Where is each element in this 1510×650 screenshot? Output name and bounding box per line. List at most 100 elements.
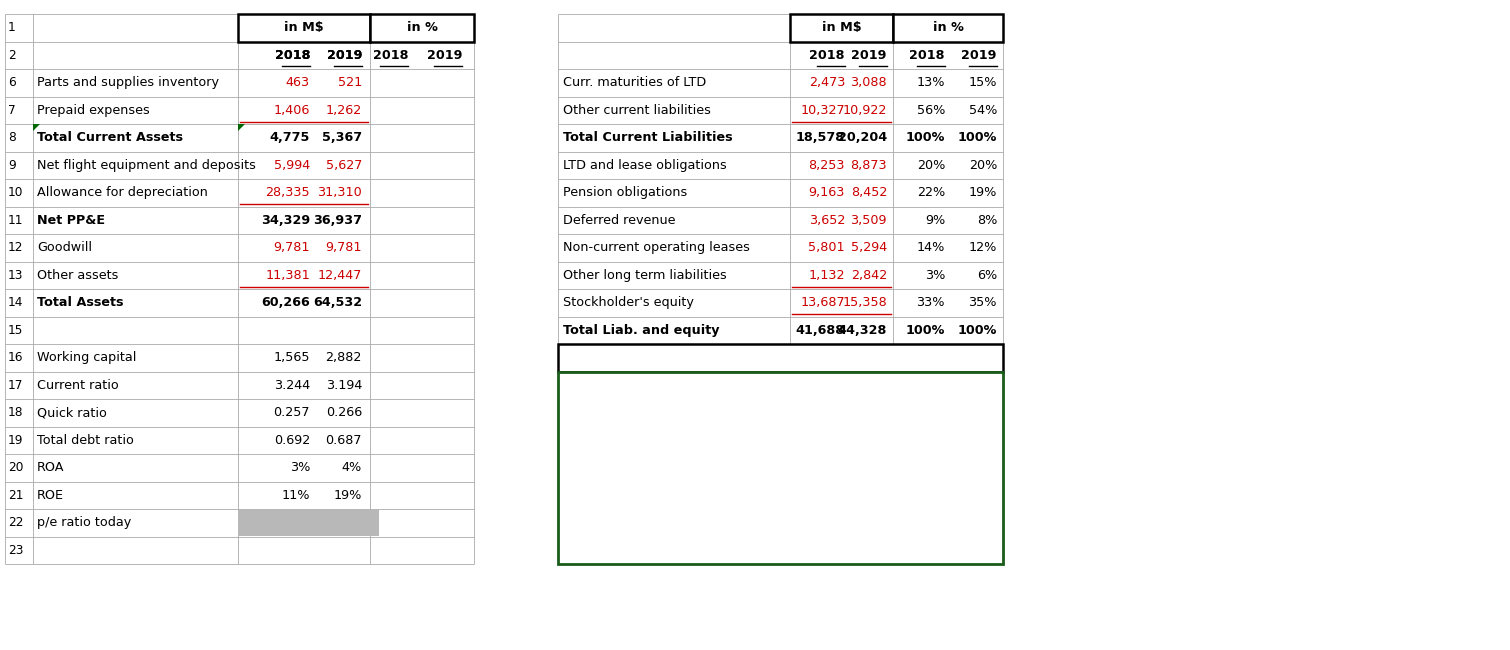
Text: 9,781: 9,781 [326, 241, 362, 254]
Text: in M$: in M$ [284, 21, 323, 34]
Text: ROA: ROA [38, 462, 65, 474]
Text: 3,088: 3,088 [850, 76, 886, 89]
Text: 22%: 22% [917, 187, 945, 200]
Text: Are there any outliers in the balance sheets that you think merit: Are there any outliers in the balance sh… [562, 452, 1000, 465]
Text: 5,294: 5,294 [850, 241, 886, 254]
Bar [559, 372, 1003, 564]
Text: 21: 21 [8, 489, 24, 502]
Text: 1,132: 1,132 [808, 268, 846, 281]
Text: 41,688: 41,688 [796, 324, 846, 337]
Text: Total Liab. and equity: Total Liab. and equity [563, 324, 719, 337]
Text: 36,937: 36,937 [313, 214, 362, 227]
Text: 0.692: 0.692 [273, 434, 310, 447]
Text: 14: 14 [8, 296, 24, 309]
Text: 20%: 20% [917, 159, 945, 172]
Bar [790, 14, 892, 42]
Bar [370, 14, 474, 42]
Text: 18,578: 18,578 [796, 131, 846, 144]
Bar [239, 14, 370, 42]
Text: Answer part c in the box below: Answer part c in the box below [669, 351, 892, 364]
Text: Total Current Assets: Total Current Assets [38, 131, 183, 144]
Text: 2018: 2018 [275, 49, 310, 62]
Text: 15: 15 [8, 324, 23, 337]
Text: 35%: 35% [968, 296, 997, 309]
Text: 4,775: 4,775 [270, 131, 310, 144]
Text: Other current liabilities: Other current liabilities [563, 104, 711, 117]
Text: 3.244: 3.244 [273, 379, 310, 392]
Text: 9,163: 9,163 [809, 187, 846, 200]
Text: 13: 13 [8, 268, 24, 281]
Text: 1,406: 1,406 [273, 104, 310, 117]
Text: 100%: 100% [957, 131, 997, 144]
Text: Quick ratio: Quick ratio [38, 406, 107, 419]
Text: 5,801: 5,801 [808, 241, 846, 254]
Text: 2019: 2019 [326, 49, 362, 62]
Text: Goodwill: Goodwill [38, 241, 92, 254]
Text: 8%: 8% [977, 214, 997, 227]
Text: 18: 18 [8, 406, 24, 419]
Text: 10: 10 [8, 187, 23, 200]
Text: Net PP&E: Net PP&E [38, 214, 106, 227]
Text: 2019: 2019 [962, 49, 997, 62]
Text: Total debt ratio: Total debt ratio [38, 434, 134, 447]
Text: 5,627: 5,627 [326, 159, 362, 172]
Text: Pension obligations: Pension obligations [563, 187, 687, 200]
Text: Non-current operating leases: Non-current operating leases [563, 241, 750, 254]
Text: Net flight equipment and deposits: Net flight equipment and deposits [38, 159, 255, 172]
Text: p/e ratio today: p/e ratio today [38, 516, 131, 529]
Text: 16: 16 [8, 351, 24, 364]
Text: 2019: 2019 [326, 49, 362, 62]
Text: 33%: 33% [917, 296, 945, 309]
Text: in %: in % [933, 21, 963, 34]
Text: 12%: 12% [968, 241, 997, 254]
Text: 7: 7 [8, 104, 15, 117]
Text: in M$: in M$ [821, 21, 861, 34]
Text: 19%: 19% [334, 489, 362, 502]
Text: 6%: 6% [977, 268, 997, 281]
Text: 60,266: 60,266 [261, 296, 310, 309]
Text: 13,687: 13,687 [800, 296, 846, 309]
Text: Prepaid expenses: Prepaid expenses [38, 104, 149, 117]
Text: 20: 20 [8, 462, 23, 474]
Text: Curr. maturities of LTD: Curr. maturities of LTD [563, 76, 707, 89]
Text: 8,253: 8,253 [808, 159, 846, 172]
Text: 0.687: 0.687 [326, 434, 362, 447]
Text: 11,381: 11,381 [266, 268, 310, 281]
Text: 5,994: 5,994 [273, 159, 310, 172]
Text: 2019: 2019 [852, 49, 886, 62]
Text: 23: 23 [8, 544, 24, 557]
Text: 100%: 100% [957, 324, 997, 337]
Text: 2019: 2019 [426, 49, 462, 62]
Text: 13%: 13% [917, 76, 945, 89]
Text: Working capital: Working capital [38, 351, 136, 364]
Text: 9%: 9% [924, 214, 945, 227]
Text: Total Assets: Total Assets [38, 296, 124, 309]
Bar [559, 344, 1003, 372]
Text: 1,262: 1,262 [326, 104, 362, 117]
Text: Other long term liabilities: Other long term liabilities [563, 268, 726, 281]
Text: 0.257: 0.257 [273, 406, 310, 419]
Text: Deferred revenue: Deferred revenue [563, 214, 675, 227]
Text: 1: 1 [8, 21, 15, 34]
Text: 3,652: 3,652 [809, 214, 846, 227]
Text: 2018: 2018 [275, 49, 310, 62]
Text: Current ratio: Current ratio [38, 379, 119, 392]
Text: 3,509: 3,509 [850, 214, 886, 227]
Text: 56%: 56% [917, 104, 945, 117]
Text: LTD and lease obligations: LTD and lease obligations [563, 159, 726, 172]
Text: 8,873: 8,873 [850, 159, 886, 172]
Text: 44,328: 44,328 [838, 324, 886, 337]
Text: 20,204: 20,204 [838, 131, 886, 144]
Text: 19: 19 [8, 434, 24, 447]
Text: 3%: 3% [924, 268, 945, 281]
Text: 11: 11 [8, 214, 24, 227]
Text: 2,473: 2,473 [809, 76, 846, 89]
Text: 5,367: 5,367 [322, 131, 362, 144]
Bar [892, 14, 1003, 42]
Text: 2018: 2018 [809, 49, 846, 62]
Text: 100%: 100% [906, 324, 945, 337]
Text: in %: in % [406, 21, 438, 34]
Text: 3.194: 3.194 [326, 379, 362, 392]
Text: 10,922: 10,922 [843, 104, 886, 117]
Text: mentioning?: mentioning? [738, 470, 823, 483]
